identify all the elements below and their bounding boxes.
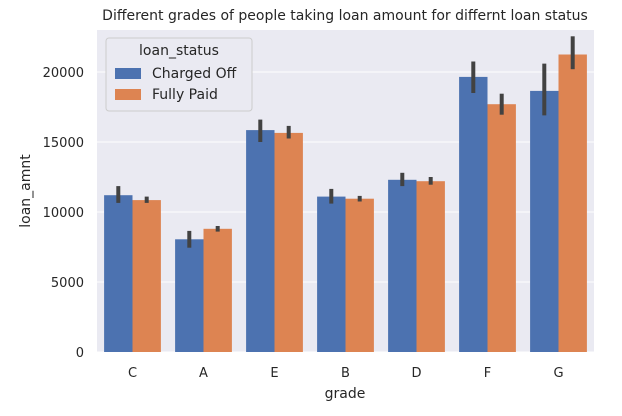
legend-label-charged-off: Charged Off	[152, 66, 237, 82]
y-tick-label: 20000	[43, 66, 84, 81]
x-axis-label: grade	[325, 386, 366, 402]
y-tick-label: 0	[76, 346, 84, 361]
y-tick-label: 10000	[43, 206, 84, 221]
bar-charged-off	[530, 90, 559, 353]
x-tick-label: C	[128, 366, 137, 381]
x-tick-label: A	[199, 366, 208, 381]
y-axis-label: loan_amnt	[18, 154, 34, 228]
bars	[104, 54, 587, 353]
y-tick-labels: 0 5000 10000 15000 20000	[43, 66, 84, 361]
legend-swatch-fully-paid	[115, 89, 141, 100]
bar-charged-off	[459, 76, 488, 353]
bar-fully-paid	[132, 200, 161, 352]
x-tick-label: B	[341, 366, 350, 381]
bar-fully-paid	[558, 54, 587, 352]
error-bars	[116, 36, 575, 248]
legend-title: loan_status	[139, 43, 219, 59]
legend: loan_status Charged Off Fully Paid	[105, 37, 253, 112]
x-tick-label: D	[411, 366, 421, 381]
bar-charged-off	[175, 239, 204, 352]
legend-label-fully-paid: Fully Paid	[152, 87, 218, 103]
y-tick-label: 5000	[51, 276, 84, 291]
legend-box	[105, 37, 253, 112]
chart-title: Different grades of people taking loan a…	[102, 8, 588, 24]
bar-fully-paid	[203, 228, 232, 352]
bar-charged-off	[104, 195, 133, 352]
bar-fully-paid	[345, 198, 374, 352]
legend-swatch-charged-off	[115, 68, 141, 79]
x-tick-label: G	[553, 366, 563, 381]
bar-fully-paid	[274, 132, 303, 352]
y-tick-label: 15000	[43, 136, 84, 151]
x-tick-label: E	[270, 366, 278, 381]
x-tick-label: F	[484, 366, 491, 381]
bar-fully-paid	[487, 104, 516, 352]
bar-charged-off	[317, 196, 346, 352]
bar-fully-paid	[416, 181, 445, 352]
bar-charged-off	[246, 130, 275, 352]
bar-charged-off	[388, 179, 417, 352]
